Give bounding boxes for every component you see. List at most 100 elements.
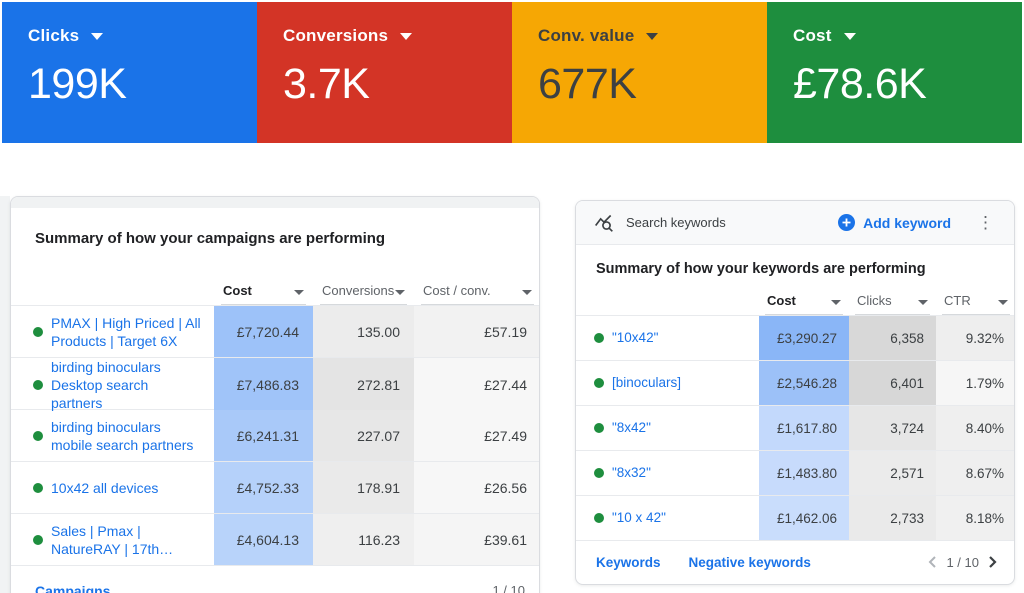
cost-cell: £7,486.83 <box>214 358 313 412</box>
ctr-cell: 8.67% <box>936 451 1014 495</box>
plus-circle-icon <box>838 214 856 231</box>
metric-selector-clicks[interactable]: Clicks <box>28 26 104 46</box>
cost-per-conv-cell: £27.44 <box>414 358 539 412</box>
dropdown-arrow-icon <box>400 32 413 40</box>
cost-per-conv-cell: £26.56 <box>414 462 539 513</box>
campaign-link[interactable]: 10x42 all devices <box>51 479 159 496</box>
status-enabled-icon <box>594 423 604 433</box>
ctr-cell: 8.40% <box>936 406 1014 450</box>
metric-value: 199K <box>28 60 127 108</box>
metric-label: Clicks <box>28 26 80 45</box>
metric-selector-conv-value[interactable]: Conv. value <box>538 26 659 46</box>
table-row: "10x42" £3,290.27 6,358 9.32% <box>576 315 1014 360</box>
metric-selector-cost[interactable]: Cost <box>793 26 856 46</box>
keywords-table-header: Cost Clicks CTR <box>576 287 1014 315</box>
dropdown-arrow-icon <box>918 300 928 305</box>
status-enabled-icon <box>33 430 43 441</box>
cost-cell: £4,752.33 <box>214 462 313 513</box>
add-keyword-label: Add keyword <box>863 214 951 231</box>
clicks-cell: 3,724 <box>849 406 936 450</box>
conversions-cell: 272.81 <box>313 358 414 412</box>
metric-value: 3.7K <box>283 60 370 108</box>
table-row: [binoculars] £2,546.28 6,401 1.79% <box>576 360 1014 405</box>
keywords-card-header: Search keywords Add keyword ⋮ <box>576 201 1014 245</box>
column-header-cost[interactable]: Cost <box>765 287 843 315</box>
metric-value: 677K <box>538 60 637 108</box>
conversions-cell: 116.23 <box>313 514 414 565</box>
dropdown-arrow-icon <box>831 300 841 305</box>
campaigns-summary-card: Summary of how your campaigns are perfor… <box>10 196 540 593</box>
metric-label: Conversions <box>283 26 389 45</box>
table-row: birding binoculars Desktop search partne… <box>11 357 539 412</box>
campaign-link[interactable]: PMAX | High Priced | All Products | Targ… <box>51 314 201 349</box>
metric-card-clicks[interactable]: Clicks 199K <box>2 2 257 143</box>
cost-cell: £3,290.27 <box>759 316 849 360</box>
ctr-cell: 9.32% <box>936 316 1014 360</box>
campaigns-summary-title: Summary of how your campaigns are perfor… <box>35 230 386 247</box>
keywords-summary-card: Search keywords Add keyword ⋮ Summary of… <box>575 200 1015 585</box>
column-header-clicks[interactable]: Clicks <box>855 287 930 315</box>
table-row: Sales | Pmax | NatureRAY | 17th… £4,604.… <box>11 513 539 565</box>
status-enabled-icon <box>33 380 43 390</box>
chevron-right-icon[interactable] <box>988 555 998 569</box>
status-enabled-icon <box>594 468 604 478</box>
metric-label: Cost <box>793 26 832 45</box>
campaigns-card-footer: Campaigns 1 / 10 <box>11 565 539 593</box>
cost-cell: £1,617.80 <box>759 406 849 450</box>
search-keywords-icon <box>595 214 613 232</box>
add-keyword-button[interactable]: Add keyword <box>838 214 951 231</box>
pagination-count: 1 / 10 <box>946 554 979 570</box>
keyword-link[interactable]: "10x42" <box>612 330 659 345</box>
metric-value: £78.6K <box>793 60 927 108</box>
keyword-link[interactable]: "8x32" <box>612 465 651 480</box>
campaigns-table-header: Cost Conversions Cost / conv. <box>11 271 539 305</box>
dropdown-arrow-icon <box>91 32 104 40</box>
keywords-card-title: Search keywords <box>626 215 726 230</box>
keyword-link[interactable]: "8x42" <box>612 420 651 435</box>
ctr-cell: 1.79% <box>936 361 1014 405</box>
overflow-menu-icon[interactable]: ⋮ <box>977 213 994 232</box>
dropdown-arrow-icon <box>646 32 659 40</box>
clicks-cell: 2,733 <box>849 496 936 540</box>
table-row: birding binoculars mobile search partner… <box>11 409 539 461</box>
status-enabled-icon <box>33 326 43 337</box>
metric-card-conv-value[interactable]: Conv. value 677K <box>512 2 767 143</box>
dropdown-arrow-icon <box>395 290 405 295</box>
campaign-link[interactable]: Sales | Pmax | NatureRAY | 17th… <box>51 522 174 557</box>
page-gutter <box>0 196 10 593</box>
status-enabled-icon <box>594 513 604 523</box>
cost-cell: £6,241.31 <box>214 410 313 461</box>
dropdown-arrow-icon <box>843 32 856 40</box>
clicks-cell: 6,358 <box>849 316 936 360</box>
campaigns-footer-link[interactable]: Campaigns <box>35 583 111 593</box>
metric-cards-row: Clicks 199K Conversions 3.7K Conv. value… <box>2 2 1022 143</box>
column-header-cost[interactable]: Cost <box>221 271 306 305</box>
column-header-ctr[interactable]: CTR <box>942 287 1010 315</box>
cost-cell: £7,720.44 <box>214 306 313 357</box>
metric-label: Conv. value <box>538 26 635 45</box>
column-header-cost-per-conv[interactable]: Cost / conv. <box>421 271 534 305</box>
metric-selector-conversions[interactable]: Conversions <box>283 26 413 46</box>
dropdown-arrow-icon <box>294 290 304 295</box>
chevron-left-icon[interactable] <box>927 555 937 569</box>
keyword-link[interactable]: "10 x 42" <box>612 510 666 525</box>
metric-card-conversions[interactable]: Conversions 3.7K <box>257 2 512 143</box>
negative-keywords-tab-link[interactable]: Negative keywords <box>688 554 811 570</box>
status-enabled-icon <box>594 378 604 388</box>
cost-per-conv-cell: £39.61 <box>414 514 539 565</box>
conversions-cell: 178.91 <box>313 462 414 513</box>
campaign-link[interactable]: birding binoculars mobile search partner… <box>51 418 194 453</box>
column-header-conversions[interactable]: Conversions <box>320 271 407 305</box>
cost-cell: £4,604.13 <box>214 514 313 565</box>
cost-cell: £1,462.06 <box>759 496 849 540</box>
keywords-tab-link[interactable]: Keywords <box>596 554 661 570</box>
keyword-link[interactable]: [binoculars] <box>612 375 682 390</box>
table-row: "8x42" £1,617.80 3,724 8.40% <box>576 405 1014 450</box>
campaign-link[interactable]: birding binoculars Desktop search partne… <box>51 359 161 411</box>
status-enabled-icon <box>594 333 604 343</box>
table-row: 10x42 all devices £4,752.33 178.91 £26.5… <box>11 461 539 513</box>
ctr-cell: 8.18% <box>936 496 1014 540</box>
campaigns-pagination: 1 / 10 <box>492 583 525 593</box>
metric-card-cost[interactable]: Cost £78.6K <box>767 2 1022 143</box>
